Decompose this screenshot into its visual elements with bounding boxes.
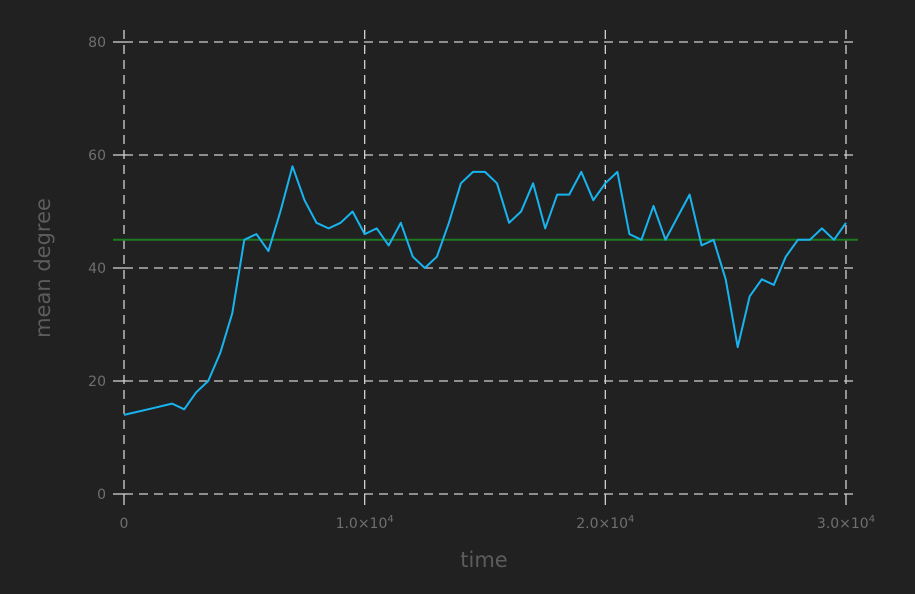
x-axis-title: time <box>460 548 507 572</box>
y-tick-label: 20 <box>88 374 106 390</box>
y-tick-label: 40 <box>88 261 106 277</box>
x-tick-label: 0 <box>120 516 129 532</box>
x-tick-mantissa: 1.0×10 <box>336 516 388 532</box>
y-tick-label: 60 <box>88 148 106 164</box>
x-tick-mantissa: 2.0×10 <box>576 516 628 532</box>
x-tick-exponent: 4 <box>387 514 393 525</box>
grid-lines <box>123 30 858 495</box>
x-tick-mantissa: 0 <box>120 516 129 532</box>
x-tick-label: 3.0×104 <box>817 514 875 532</box>
x-tick-label: 1.0×104 <box>336 514 394 532</box>
y-tick-label: 0 <box>97 487 106 503</box>
y-axis-title: mean degree <box>31 198 55 338</box>
y-tick-label: 80 <box>88 35 106 51</box>
x-tick-exponent: 4 <box>628 514 634 525</box>
x-tick-exponent: 4 <box>869 514 875 525</box>
x-tick-label: 2.0×104 <box>576 514 634 532</box>
x-tick-mantissa: 3.0×10 <box>817 516 869 532</box>
series-line <box>123 165 847 416</box>
